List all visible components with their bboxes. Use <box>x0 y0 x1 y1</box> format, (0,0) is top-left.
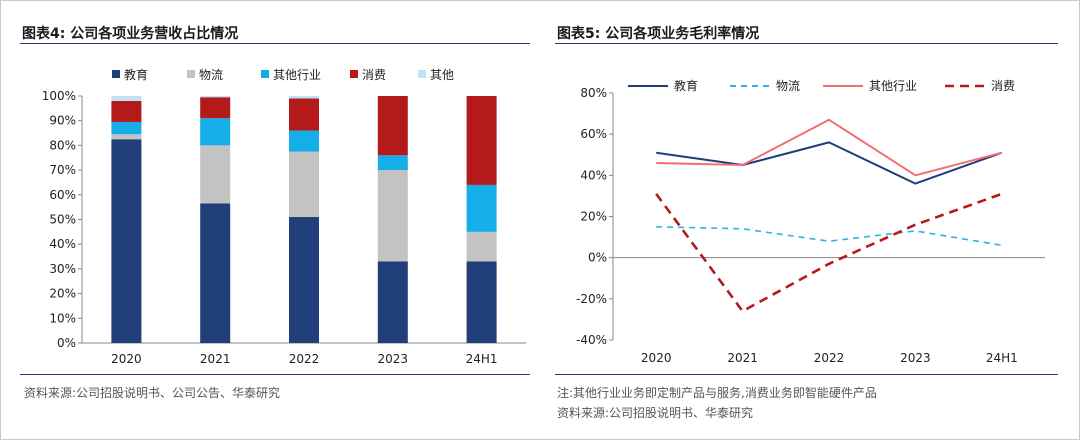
series-line <box>655 192 1003 313</box>
legend-label: 其他行业 <box>273 68 321 82</box>
y-tick-label: 50% <box>49 213 76 227</box>
bar-segment <box>289 151 319 218</box>
x-tick-label: 2022 <box>289 352 320 366</box>
bar-segment <box>289 130 319 152</box>
bar-segment <box>111 139 142 343</box>
y-tick-label: 0% <box>57 336 76 350</box>
bar-segment <box>200 203 231 343</box>
x-tick-label: 2021 <box>200 352 231 366</box>
legend-label: 消费 <box>362 68 386 82</box>
bar-segment <box>377 170 408 262</box>
y-tick-label: 100% <box>42 89 76 103</box>
x-tick-label: 2021 <box>727 351 758 365</box>
y-tick-label: 80% <box>49 138 76 152</box>
y-tick-label: 40% <box>49 237 76 251</box>
legend-label: 教育 <box>124 67 148 82</box>
bar-segment <box>200 118 231 146</box>
right-bottom-rule <box>555 374 1058 375</box>
right-title-rule <box>555 43 1058 44</box>
margin-line-chart: -40% -20% 0% 20% 40% 60% 80% 2020 2021 2022 2023 24… <box>576 78 1045 365</box>
bar-segment <box>377 155 408 171</box>
legend-label: 消费 <box>991 79 1015 93</box>
legend-label: 物流 <box>776 79 800 93</box>
y-tick-label: 20% <box>580 210 607 224</box>
x-tick-label: 2023 <box>900 351 931 365</box>
legend-label: 其他行业 <box>869 79 917 93</box>
x-tick-label: 2020 <box>641 351 672 365</box>
bar-segment <box>200 97 231 119</box>
bar-segment <box>466 184 497 232</box>
bar-segment <box>466 96 497 185</box>
left-chart-title: 图表4: 公司各项业务营收占比情况 <box>22 26 239 42</box>
y-tick-label: 40% <box>580 168 607 182</box>
bar-segment <box>200 145 231 204</box>
x-tick-label: 2020 <box>111 352 142 366</box>
left-bottom-rule <box>20 374 530 375</box>
legend-label: 教育 <box>674 78 698 93</box>
y-tick-label: 10% <box>49 311 76 325</box>
legend-swatch <box>112 70 120 78</box>
right-footnote: 注:其他行业业务即定制产品与服务,消费业务即智能硬件产品 <box>557 386 877 400</box>
y-tick-label: -20% <box>576 292 607 306</box>
legend-swatch <box>187 70 195 78</box>
legend-swatch <box>418 70 426 78</box>
y-tick-label: 0% <box>588 251 607 265</box>
x-tick-label: 2022 <box>814 351 845 365</box>
bar-segment <box>466 231 497 262</box>
y-tick-label: 30% <box>49 262 76 276</box>
y-tick-label: 90% <box>49 114 76 128</box>
bar-segment <box>200 96 231 98</box>
y-tick-label: 60% <box>49 188 76 202</box>
legend-label: 物流 <box>199 68 223 82</box>
y-tick-label: 70% <box>49 163 76 177</box>
legend-swatch <box>350 70 358 78</box>
bar-segment <box>111 121 142 135</box>
left-source-note: 资料来源:公司招股说明书、公司公告、华泰研究 <box>24 386 281 400</box>
x-tick-label: 24H1 <box>986 351 1018 365</box>
y-tick-label: 20% <box>49 287 76 301</box>
left-title-rule <box>20 43 530 44</box>
x-tick-label: 2023 <box>378 352 409 366</box>
series-line <box>656 118 1003 177</box>
bar-segment <box>289 96 319 99</box>
legend-swatch <box>261 70 269 78</box>
y-tick-label: -40% <box>576 333 607 347</box>
bar-segment <box>289 217 319 343</box>
series-line <box>656 141 1003 185</box>
bar-segment <box>289 98 319 131</box>
bar-segment <box>111 100 142 122</box>
bar-segment <box>377 96 408 156</box>
stacked-bar-chart: 0% 10% 20% 30% 40% 50% 60% 70% 80% 90% 100% 2020 202… <box>42 67 526 366</box>
right-chart-title: 图表5: 公司各项业务毛利率情况 <box>557 26 760 42</box>
bar-segment <box>466 261 497 343</box>
x-tick-label: 24H1 <box>466 352 498 366</box>
bar-segment <box>111 96 142 101</box>
bar-segment <box>377 261 408 343</box>
series-line <box>656 226 1002 247</box>
bar-segment <box>111 134 142 140</box>
y-tick-label: 60% <box>580 127 607 141</box>
y-tick-label: 80% <box>580 86 607 100</box>
right-source-note: 资料来源:公司招股说明书、华泰研究 <box>557 406 754 420</box>
legend-label: 其他 <box>430 68 454 82</box>
